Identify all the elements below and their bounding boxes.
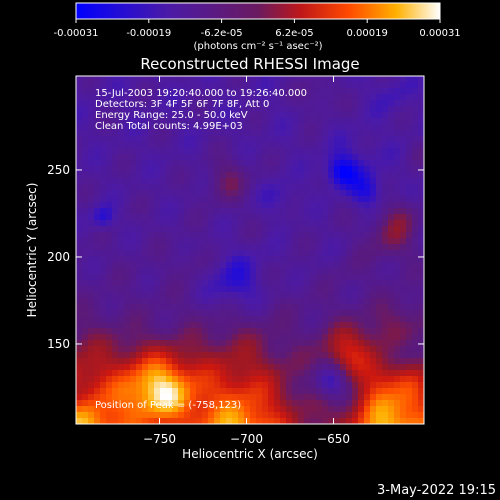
colorbar-gradient [75, 2, 441, 20]
y-tick-label: 250 [47, 163, 70, 177]
y-tick-label: 200 [47, 250, 70, 264]
y-tick-label: 150 [47, 337, 70, 351]
x-axis-label: Heliocentric X (arcsec) [182, 447, 318, 461]
colorbar-unit-label: (photons cm⁻² s⁻¹ asec⁻²) [193, 41, 322, 52]
y-axis-label: Heliocentric Y (arcsec) [25, 183, 39, 318]
colorbar-tick-label: 6.2e-05 [275, 28, 313, 39]
annotation-energy: Energy Range: 25.0 - 50.0 keV [95, 110, 248, 121]
annotation-time: 15-Jul-2003 19:20:40.000 to 19:26:40.000 [95, 88, 307, 99]
colorbar-tick-label: -0.00031 [54, 28, 99, 39]
plot-frame [75, 75, 425, 425]
colorbar-tick-label: 0.00031 [419, 28, 460, 39]
colorbar-tick-label: 0.00019 [347, 28, 388, 39]
annotation-counts: Clean Total counts: 4.99E+03 [95, 121, 243, 132]
x-tick-label: −650 [317, 432, 350, 446]
x-tick-label: −750 [143, 432, 176, 446]
chart-title: Reconstructed RHESSI Image [140, 55, 359, 73]
annotations: 15-Jul-2003 19:20:40.000 to 19:26:40.000… [95, 88, 307, 411]
colorbar-tick-label: -0.00019 [126, 28, 171, 39]
heatmap-plot [75, 75, 425, 425]
x-tick-label: −700 [230, 432, 263, 446]
footer-date: 3-May-2022 19:15 [377, 483, 496, 498]
annotation-detectors: Detectors: 3F 4F 5F 6F 7F 8F, Att 0 [95, 99, 269, 110]
colorbar: -0.00031 -0.00019 -6.2e-05 6.2e-05 0.00019 0.… [54, 2, 461, 52]
colorbar-tick-label: -6.2e-05 [201, 28, 243, 39]
peak-position-label: Position of Peak = (-758,123) [95, 400, 241, 411]
